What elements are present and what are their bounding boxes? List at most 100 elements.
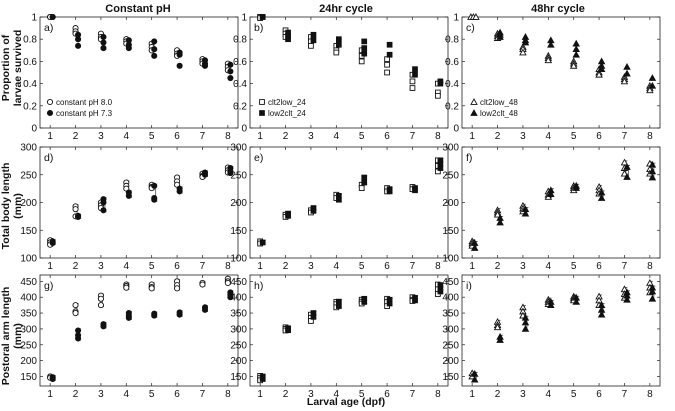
data-point bbox=[623, 69, 631, 77]
data-point bbox=[646, 86, 654, 94]
data-point bbox=[623, 295, 631, 303]
y-tick-label: 250 bbox=[442, 340, 459, 351]
panel-letter: a) bbox=[44, 22, 53, 34]
x-tick-label: 3 bbox=[308, 261, 314, 272]
column-title-24hr-cycle: 24hr cycle bbox=[319, 3, 373, 15]
legend-marker bbox=[46, 109, 54, 117]
x-tick-label: 1 bbox=[47, 389, 53, 400]
y-tick-label: 250 bbox=[442, 170, 459, 181]
legend: constant pH 8.0 constant pH 7.3 bbox=[46, 98, 113, 118]
data-point bbox=[151, 182, 158, 189]
data-point bbox=[259, 14, 266, 20]
panel-frame bbox=[39, 146, 239, 259]
y-tick-label: 100 bbox=[230, 254, 247, 265]
x-tick-label: 1 bbox=[47, 261, 53, 272]
row-labels: Proportion of larvae survived Total body… bbox=[0, 30, 24, 386]
panel-letter: c) bbox=[466, 22, 475, 34]
y-tick-label: 450 bbox=[20, 277, 37, 288]
panel-f: 1 2 3 4 5 6 7 8 100 150 200 250 300 f) bbox=[442, 143, 661, 272]
data-point bbox=[597, 194, 606, 201]
panel-b: 1 2 3 4 5 6 7 8 0 0.2 0.4 0.6 0.8 1 b) clt2low_24 low2cl… bbox=[233, 13, 449, 142]
y-tick-label: 200 bbox=[442, 198, 459, 209]
x-tick-label: 7 bbox=[200, 389, 206, 400]
data-point bbox=[259, 239, 266, 246]
panel-letter: d) bbox=[44, 152, 53, 164]
panel-frame bbox=[461, 274, 661, 387]
data-point bbox=[521, 318, 530, 326]
data-point bbox=[496, 336, 504, 343]
y-tick-label: 0.2 bbox=[233, 101, 247, 112]
x-tick-label: 5 bbox=[571, 131, 577, 142]
data-point bbox=[176, 188, 183, 195]
x-tick-label: 2 bbox=[73, 389, 79, 400]
y-tick-label: 200 bbox=[230, 198, 247, 209]
data-point bbox=[384, 61, 390, 68]
x-tick-label: 3 bbox=[98, 389, 104, 400]
panel-frame bbox=[461, 16, 661, 129]
x-tick-label: 5 bbox=[571, 261, 577, 272]
x-tick-label: 6 bbox=[596, 261, 602, 272]
y-tick-label: 150 bbox=[20, 372, 37, 383]
data-point bbox=[125, 314, 132, 321]
legend-marker bbox=[470, 109, 478, 116]
data-point bbox=[597, 310, 606, 318]
y-tick-label: 300 bbox=[20, 324, 37, 335]
data-point bbox=[227, 68, 234, 75]
data-point bbox=[386, 188, 393, 195]
data-point bbox=[49, 239, 56, 247]
series-low2clt-48 bbox=[470, 283, 657, 383]
x-tick-label: 3 bbox=[98, 131, 104, 142]
data-point bbox=[227, 61, 234, 68]
y-tick-label: 1 bbox=[241, 13, 247, 24]
y-tick-label: 0.6 bbox=[23, 57, 37, 68]
panel-frame bbox=[249, 16, 449, 129]
y-tick-label: 0 bbox=[31, 124, 37, 135]
y-tick-label: 400 bbox=[442, 293, 459, 304]
y-tick-label: 0.6 bbox=[445, 57, 459, 68]
x-tick-label: 6 bbox=[174, 131, 180, 142]
y-tick-label: 250 bbox=[20, 170, 37, 181]
data-point bbox=[151, 38, 158, 45]
data-point bbox=[521, 38, 530, 46]
legend-label: constant pH 7.3 bbox=[56, 109, 113, 118]
column-title-48hr-cycle: 48hr cycle bbox=[531, 3, 585, 15]
data-point bbox=[437, 80, 444, 87]
data-point bbox=[97, 295, 104, 302]
legend-label: clt2low_24 bbox=[268, 98, 306, 107]
series-clt2low-48 bbox=[468, 158, 654, 249]
panel-c: 1 2 3 4 5 6 7 8 0 0.2 0.4 0.6 0.8 1 c) clt2low_48 low2cl… bbox=[445, 13, 661, 142]
data-point bbox=[569, 61, 578, 69]
x-tick-label: 8 bbox=[225, 389, 231, 400]
data-point bbox=[412, 297, 418, 304]
data-point bbox=[151, 46, 158, 53]
row-label-survival-line2: larvae survived bbox=[12, 30, 24, 106]
x-tick-label: 5 bbox=[149, 261, 155, 272]
data-point bbox=[259, 376, 266, 382]
y-tick-label: 150 bbox=[442, 372, 459, 383]
series-low2clt-48 bbox=[470, 160, 657, 251]
x-tick-label: 2 bbox=[495, 131, 501, 142]
x-tick-label: 5 bbox=[149, 131, 155, 142]
x-tick-label: 3 bbox=[520, 131, 526, 142]
data-point bbox=[623, 163, 631, 170]
data-point bbox=[572, 298, 580, 305]
x-tick-label: 6 bbox=[174, 261, 180, 272]
y-tick-label: 0.2 bbox=[23, 101, 37, 112]
y-tick-label: 0 bbox=[241, 124, 247, 135]
data-point bbox=[648, 81, 657, 89]
legend-marker bbox=[470, 98, 478, 105]
x-tick-label: 7 bbox=[622, 131, 628, 142]
data-point bbox=[648, 173, 657, 181]
x-tick-label: 3 bbox=[520, 389, 526, 400]
data-point bbox=[620, 77, 629, 85]
x-tick-label: 5 bbox=[149, 389, 155, 400]
data-point bbox=[310, 37, 317, 44]
data-point bbox=[100, 207, 107, 214]
x-tick-label: 1 bbox=[469, 131, 475, 142]
row-label-body-length-line2: (mm) bbox=[12, 193, 24, 219]
data-point bbox=[384, 69, 390, 76]
x-tick-label: 7 bbox=[410, 389, 416, 400]
row-label-survival-line1: Proportion of bbox=[0, 34, 12, 101]
y-tick-label: 0.8 bbox=[445, 35, 459, 46]
x-tick-label: 2 bbox=[283, 131, 289, 142]
